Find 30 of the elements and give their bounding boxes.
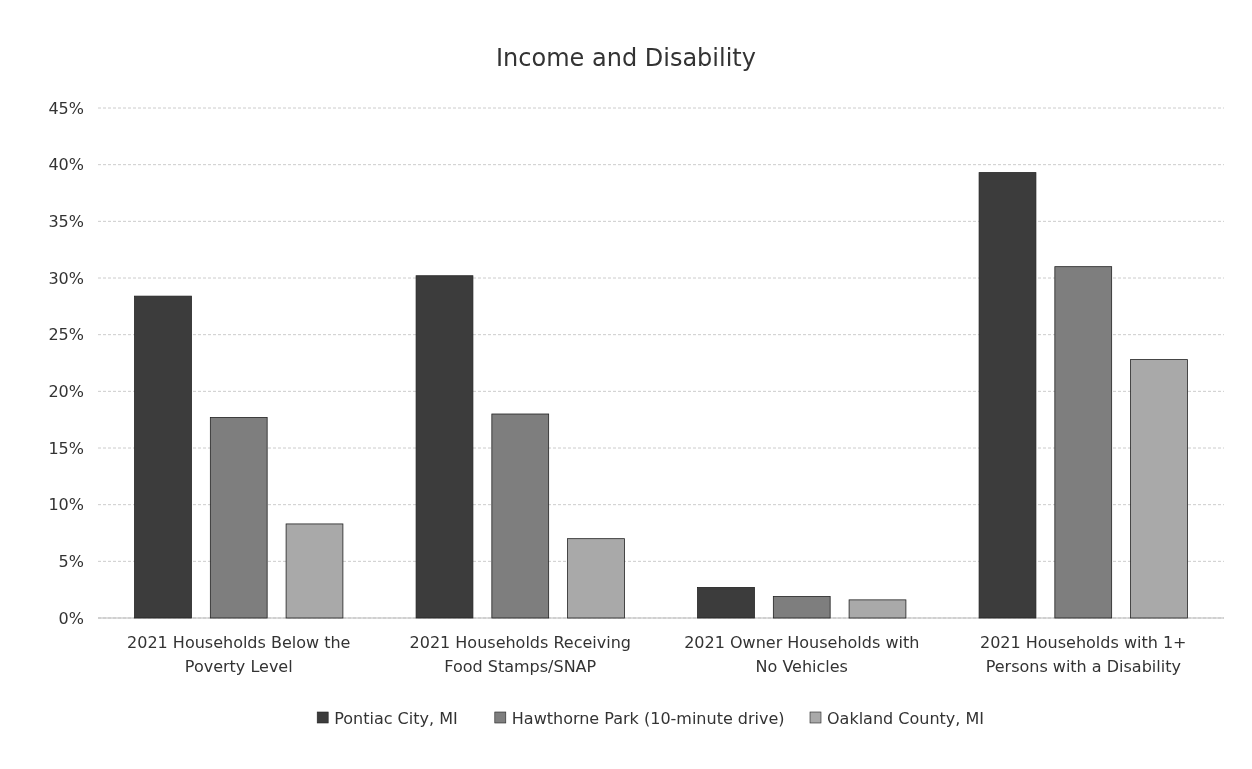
bar xyxy=(134,295,192,619)
bar xyxy=(567,538,625,619)
x-tick-label: 2021 Owner Households with No Vehicles xyxy=(684,633,920,676)
bar xyxy=(772,596,831,619)
bar xyxy=(415,275,474,619)
bar xyxy=(697,587,755,619)
legend-label: Hawthorne Park (10-minute drive) xyxy=(511,708,785,728)
y-tick-label: 0% xyxy=(58,608,84,628)
y-tick-label: 35% xyxy=(48,211,84,231)
bar xyxy=(848,599,907,619)
y-tick-label: 20% xyxy=(48,381,84,401)
y-tick-label: 25% xyxy=(48,325,84,345)
legend-label: Pontiac City, MI xyxy=(334,708,458,728)
bar xyxy=(1054,266,1113,619)
y-tick-label: 5% xyxy=(58,551,84,571)
x-tick-label: 2021 Households Below the Poverty Level xyxy=(127,633,351,676)
bar xyxy=(285,523,344,619)
x-tick-label: 2021 Households with 1+ Persons with a Disability xyxy=(979,633,1187,676)
y-tick-label: 40% xyxy=(48,155,84,175)
y-tick-label: 45% xyxy=(48,98,84,118)
legend-label: Oakland County, MI xyxy=(827,708,984,728)
bar xyxy=(978,172,1037,619)
y-tick-label: 10% xyxy=(48,495,84,515)
y-tick-label: 30% xyxy=(48,268,84,288)
x-tick-label: 2021 Households Receiving Food Stamps/SNAP xyxy=(409,633,631,676)
y-tick-label: 15% xyxy=(48,438,84,458)
chart-title: Income and Disability xyxy=(496,44,756,72)
bar xyxy=(491,413,550,619)
bar xyxy=(209,417,268,619)
bar xyxy=(1130,359,1188,619)
